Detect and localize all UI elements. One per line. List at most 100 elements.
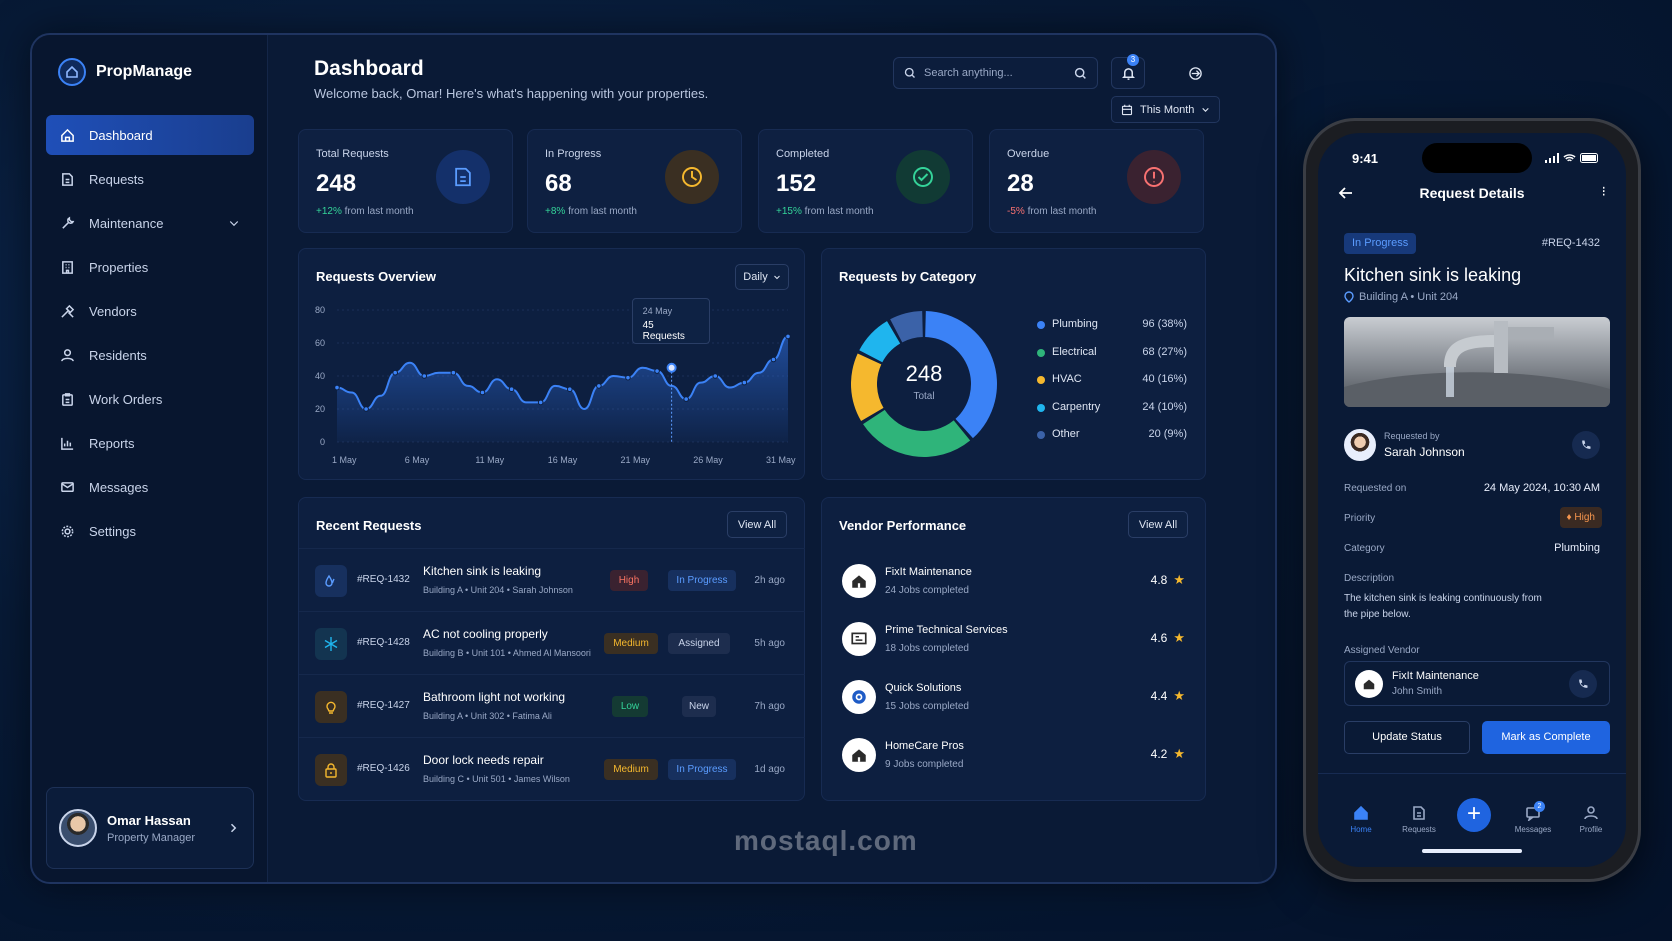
call-requester-button[interactable] [1572,431,1600,459]
logo[interactable]: PropManage [58,58,192,86]
legend-item-carpentry[interactable]: Carpentry 24 (10%) [1037,400,1187,416]
search-input[interactable] [924,67,1066,79]
sidebar-item-reports[interactable]: Reports [46,423,254,463]
stat-card-overdue[interactable]: Overdue 28 -5% from last month [989,129,1204,233]
pin-icon [1344,291,1354,303]
tab-profile[interactable]: Profile [1566,805,1616,834]
plus-icon: + [1466,800,1481,827]
sidebar-item-vendors[interactable]: Vendors [46,291,254,331]
period-select[interactable]: This Month [1111,96,1220,123]
donut-slice[interactable] [859,321,901,363]
user-profile-card[interactable]: Omar Hassan Property Manager [46,787,254,869]
mark-complete-button[interactable]: Mark as Complete [1482,721,1610,754]
table-row[interactable]: #REQ-1426 Door lock needs repair Buildin… [299,737,805,800]
request-title: Bathroom light not working [423,690,566,704]
sidebar-item-dashboard[interactable]: Dashboard [46,115,254,155]
notifications-button[interactable]: 3 [1111,54,1145,89]
stat-value: 68 [545,170,572,197]
call-vendor-button[interactable] [1569,670,1597,698]
theme-toggle-button[interactable] [1178,57,1212,89]
panel-title: Recent Requests [316,518,422,533]
request-title: Kitchen sink is leaking [423,564,542,578]
assigned-vendor-card[interactable]: FixIt Maintenance John Smith [1344,661,1610,706]
legend-item-plumbing[interactable]: Plumbing 96 (38%) [1037,317,1187,333]
data-point [785,333,791,340]
search-box[interactable] [893,57,1098,89]
stat-card-completed[interactable]: Completed 152 +15% from last month [758,129,973,233]
search-icon[interactable] [1074,67,1087,80]
data-point [508,386,515,392]
legend-label: Plumbing [1052,318,1098,330]
sidebar-item-label: Residents [89,347,147,363]
data-point [654,368,660,374]
request-time: 2h ago [754,575,785,586]
vendor-row[interactable]: HomeCare Pros 9 Jobs completed 4.2 ★ [822,728,1205,786]
sidebar-item-requests[interactable]: Requests [46,159,254,199]
chevron-right-icon[interactable] [227,822,239,834]
interval-select[interactable]: Daily [735,264,789,290]
legend-count: 68 [1142,346,1155,358]
add-request-button[interactable]: + [1457,798,1491,832]
stat-label: Total Requests [316,148,389,160]
status-time: 9:41 [1352,151,1379,166]
stat-change: +12% from last month [316,206,414,217]
requests-area-chart[interactable]: 0 20 40 60 80 1 May 6 May 11 May 16 May 21 May 26 … [299,249,806,481]
table-row[interactable]: #REQ-1428 AC not cooling properly Buildi… [299,611,805,674]
donut-slice[interactable] [925,311,997,439]
vendor-jobs: 15 Jobs completed [885,701,969,712]
request-time: 7h ago [754,701,785,712]
category-donut-chart[interactable] [844,304,1004,464]
back-arrow-icon[interactable] [1338,185,1354,201]
avatar [1344,429,1376,461]
stat-change-percent: +12% [316,206,342,217]
sidebar-item-properties[interactable]: Properties [46,247,254,287]
data-point [537,399,544,406]
legend-count: 40 [1142,373,1155,385]
legend-value: 20 (9%) [1148,428,1187,440]
sidebar-item-work-orders[interactable]: Work Orders [46,379,254,419]
donut-slice[interactable] [890,311,923,343]
legend-item-other[interactable]: Other 20 (9%) [1037,427,1187,443]
sidebar-item-maintenance[interactable]: Maintenance [46,203,254,243]
vendor-row[interactable]: FixIt Maintenance 24 Jobs completed 4.8 ★ [822,554,1205,612]
view-all-vendors-button[interactable]: View All [1128,511,1188,538]
requested-on-label: Requested on [1344,483,1407,494]
flame-icon: ♦ [1566,512,1575,523]
sidebar-item-settings[interactable]: Settings [46,511,254,551]
update-status-button[interactable]: Update Status [1344,721,1470,754]
legend-item-hvac[interactable]: HVAC 40 (16%) [1037,372,1187,388]
tab-home[interactable]: Home [1336,805,1386,834]
tab-requests[interactable]: Requests [1394,805,1444,834]
sidebar-item-messages[interactable]: Messages [46,467,254,507]
more-icon[interactable]: ⁝ [1601,183,1606,199]
stat-change: +8% from last month [545,206,637,217]
y-tick-label: 60 [315,338,325,348]
table-row[interactable]: #REQ-1432 Kitchen sink is leaking Buildi… [299,548,805,611]
priority-badge: Medium [604,759,658,780]
stat-change-suffix: from last month [1024,206,1097,217]
sidebar-item-label: Work Orders [89,391,163,407]
bell-icon [1121,67,1135,80]
vendor-row[interactable]: Quick Solutions 15 Jobs completed 4.4 ★ [822,670,1205,728]
chevron-down-icon[interactable] [228,217,240,229]
x-tick-label: 6 May [405,455,430,465]
donut-slice[interactable] [851,353,884,422]
description-label: Description [1344,573,1395,584]
stat-card-total-requests[interactable]: Total Requests 248 +12% from last month [298,129,513,233]
data-point [712,373,719,379]
phone-mockup: 9:41 Request Details ⁝ In Progress #REQ-… [1303,118,1641,882]
sidebar-item-residents[interactable]: Residents [46,335,254,375]
stat-card-in-progress[interactable]: In Progress 68 +8% from last month [527,129,742,233]
sidebar-item-label: Properties [89,259,149,275]
tab-messages[interactable]: Messages 2 [1508,801,1558,834]
legend-item-electrical[interactable]: Electrical 68 (27%) [1037,345,1187,361]
vendor-row[interactable]: Prime Technical Services 18 Jobs complet… [822,612,1205,670]
donut-slice[interactable] [863,409,971,457]
table-row[interactable]: #REQ-1427 Bathroom light not working Bui… [299,674,805,737]
house-icon [842,564,876,598]
stat-value: 248 [316,170,357,197]
user-icon [1584,806,1598,820]
phone-screen: 9:41 Request Details ⁝ In Progress #REQ-… [1318,133,1626,867]
view-all-requests-button[interactable]: View All [727,511,787,538]
sidebar-nav: Dashboard Requests Maintenance Propertie… [46,115,254,555]
